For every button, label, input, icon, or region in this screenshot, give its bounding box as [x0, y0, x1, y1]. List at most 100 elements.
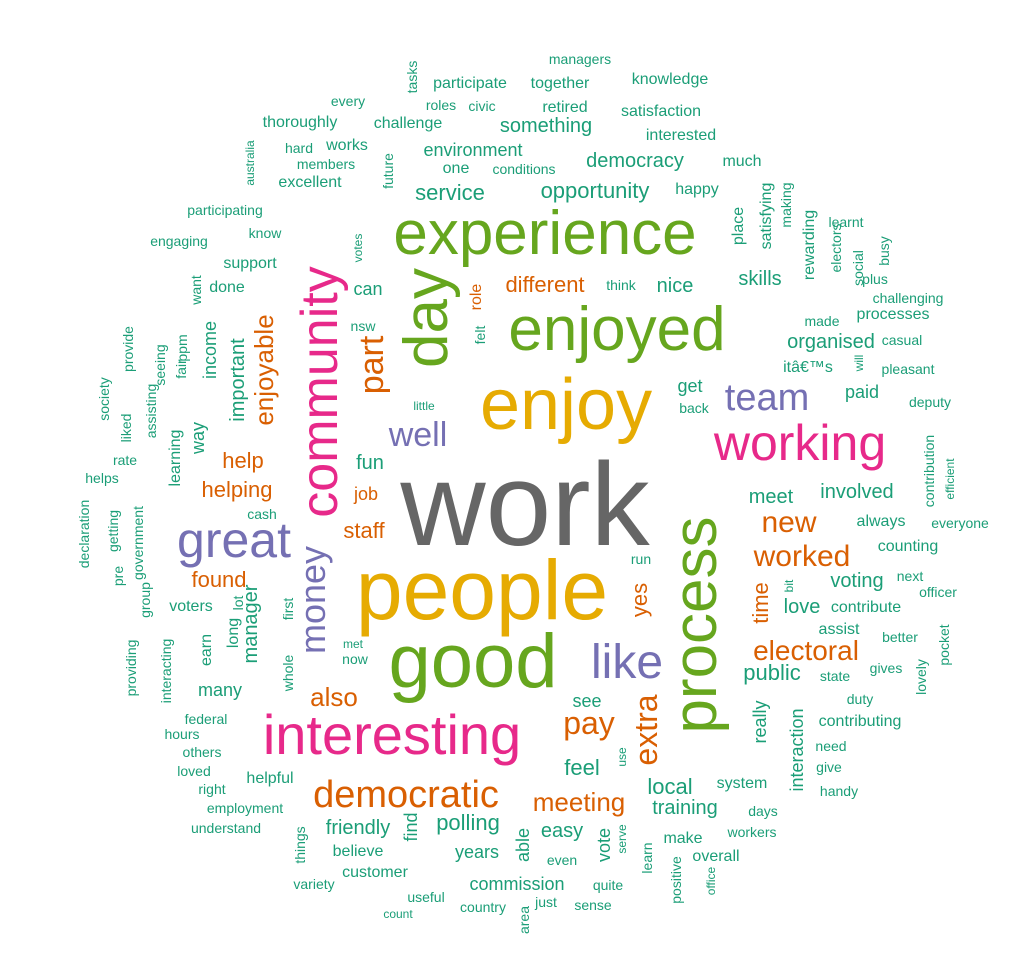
- cloud-word: engaging: [150, 233, 208, 249]
- cloud-word: busy: [876, 236, 892, 266]
- cloud-word: every: [330, 93, 366, 109]
- cloud-word: environment: [423, 140, 523, 160]
- cloud-word: overall: [692, 848, 740, 865]
- cloud-word: even: [546, 852, 578, 868]
- cloud-word: use: [615, 747, 629, 767]
- cloud-word: feel: [564, 755, 600, 780]
- cloud-word: declaration: [76, 499, 92, 569]
- cloud-word: back: [679, 400, 709, 416]
- cloud-word: government: [130, 506, 146, 580]
- cloud-word: everyone: [931, 515, 989, 531]
- cloud-word: satisfaction: [620, 103, 702, 120]
- cloud-word: society: [96, 377, 112, 421]
- cloud-word: done: [209, 279, 245, 296]
- cloud-word: pay: [563, 705, 615, 741]
- cloud-word: quite: [592, 877, 624, 893]
- cloud-word: pre: [110, 565, 126, 587]
- cloud-word: interesting: [262, 703, 522, 766]
- cloud-word: days: [748, 803, 778, 819]
- cloud-word: participating: [187, 202, 263, 218]
- cloud-word: assisting: [143, 383, 159, 439]
- cloud-word: getting: [105, 509, 121, 553]
- cloud-word: voting: [830, 570, 884, 592]
- cloud-word: lovely: [913, 659, 929, 695]
- cloud-word: met: [342, 637, 364, 651]
- cloud-word: handy: [819, 783, 859, 799]
- cloud-word: country: [460, 899, 506, 915]
- cloud-word: service: [415, 180, 485, 205]
- cloud-word: duty: [846, 691, 874, 707]
- cloud-word: always: [856, 513, 906, 530]
- cloud-word: earn: [198, 633, 215, 667]
- cloud-word: want: [188, 275, 204, 305]
- cloud-word: meeting: [532, 787, 626, 817]
- cloud-word: will: [852, 354, 866, 372]
- cloud-word: part: [353, 335, 391, 395]
- cloud-word: interaction: [787, 708, 807, 792]
- cloud-word: different: [505, 272, 585, 297]
- cloud-word: whole: [280, 654, 296, 692]
- cloud-word: members: [296, 156, 356, 172]
- cloud-word: bit: [782, 579, 796, 593]
- cloud-word: democracy: [586, 150, 684, 172]
- cloud-word: day: [392, 268, 461, 368]
- cloud-word: organised: [787, 331, 875, 353]
- cloud-word: many: [197, 680, 243, 700]
- cloud-word: counting: [877, 538, 939, 555]
- cloud-word: managers: [548, 51, 612, 67]
- cloud-word: cash: [247, 506, 277, 522]
- cloud-word: think: [606, 277, 636, 293]
- cloud-word: variety: [293, 876, 335, 892]
- cloud-word: something: [499, 115, 593, 137]
- cloud-word: state: [819, 668, 851, 684]
- cloud-word: team: [724, 377, 810, 419]
- cloud-word: interacting: [158, 638, 174, 704]
- cloud-word: worked: [753, 540, 851, 573]
- cloud-word: learn: [639, 842, 655, 874]
- cloud-word: assist: [818, 621, 860, 638]
- cloud-word: conditions: [492, 161, 556, 177]
- cloud-word: can: [353, 279, 383, 299]
- cloud-word: working: [713, 415, 887, 471]
- cloud-word: enjoyed: [508, 295, 726, 364]
- cloud-word: works: [326, 137, 368, 154]
- cloud-word: thoroughly: [262, 114, 338, 131]
- cloud-word: rewarding: [801, 209, 818, 281]
- cloud-word: employment: [206, 800, 284, 816]
- cloud-word: well: [388, 416, 448, 454]
- cloud-word: casual: [881, 332, 923, 348]
- cloud-word: involved: [820, 481, 894, 503]
- cloud-word: place: [730, 206, 747, 246]
- cloud-word: helping: [201, 477, 273, 502]
- cloud-word: providing: [123, 639, 139, 697]
- cloud-word: good: [388, 619, 558, 704]
- cloud-word: process: [661, 516, 730, 734]
- cloud-word: helps: [85, 470, 119, 486]
- cloud-word: people: [355, 543, 609, 637]
- cloud-word: hours: [164, 726, 200, 742]
- cloud-word: enjoyable: [249, 314, 279, 426]
- cloud-word: long: [225, 617, 242, 649]
- cloud-word: happy: [675, 181, 719, 198]
- cloud-word: experience: [393, 199, 697, 268]
- cloud-word: work: [400, 439, 650, 571]
- cloud-word: australia: [243, 140, 257, 186]
- cloud-word: need: [815, 738, 847, 754]
- cloud-word: knowledge: [631, 71, 709, 88]
- cloud-word: opportunity: [540, 178, 650, 203]
- cloud-word: easy: [540, 820, 584, 842]
- cloud-word: staff: [343, 518, 385, 543]
- cloud-word: made: [804, 313, 840, 329]
- cloud-word: satisfying: [758, 182, 775, 250]
- cloud-word: get: [677, 376, 703, 396]
- cloud-word: others: [182, 744, 222, 760]
- cloud-word: challenge: [373, 115, 443, 132]
- cloud-word: local: [647, 774, 693, 799]
- cloud-word: votes: [351, 233, 365, 263]
- cloud-word: officer: [919, 584, 957, 600]
- cloud-word: public: [743, 660, 801, 685]
- cloud-word: contributing: [818, 713, 902, 730]
- cloud-word: tasks: [404, 60, 420, 94]
- cloud-word: retired: [542, 99, 588, 116]
- cloud-word: lot: [230, 595, 246, 611]
